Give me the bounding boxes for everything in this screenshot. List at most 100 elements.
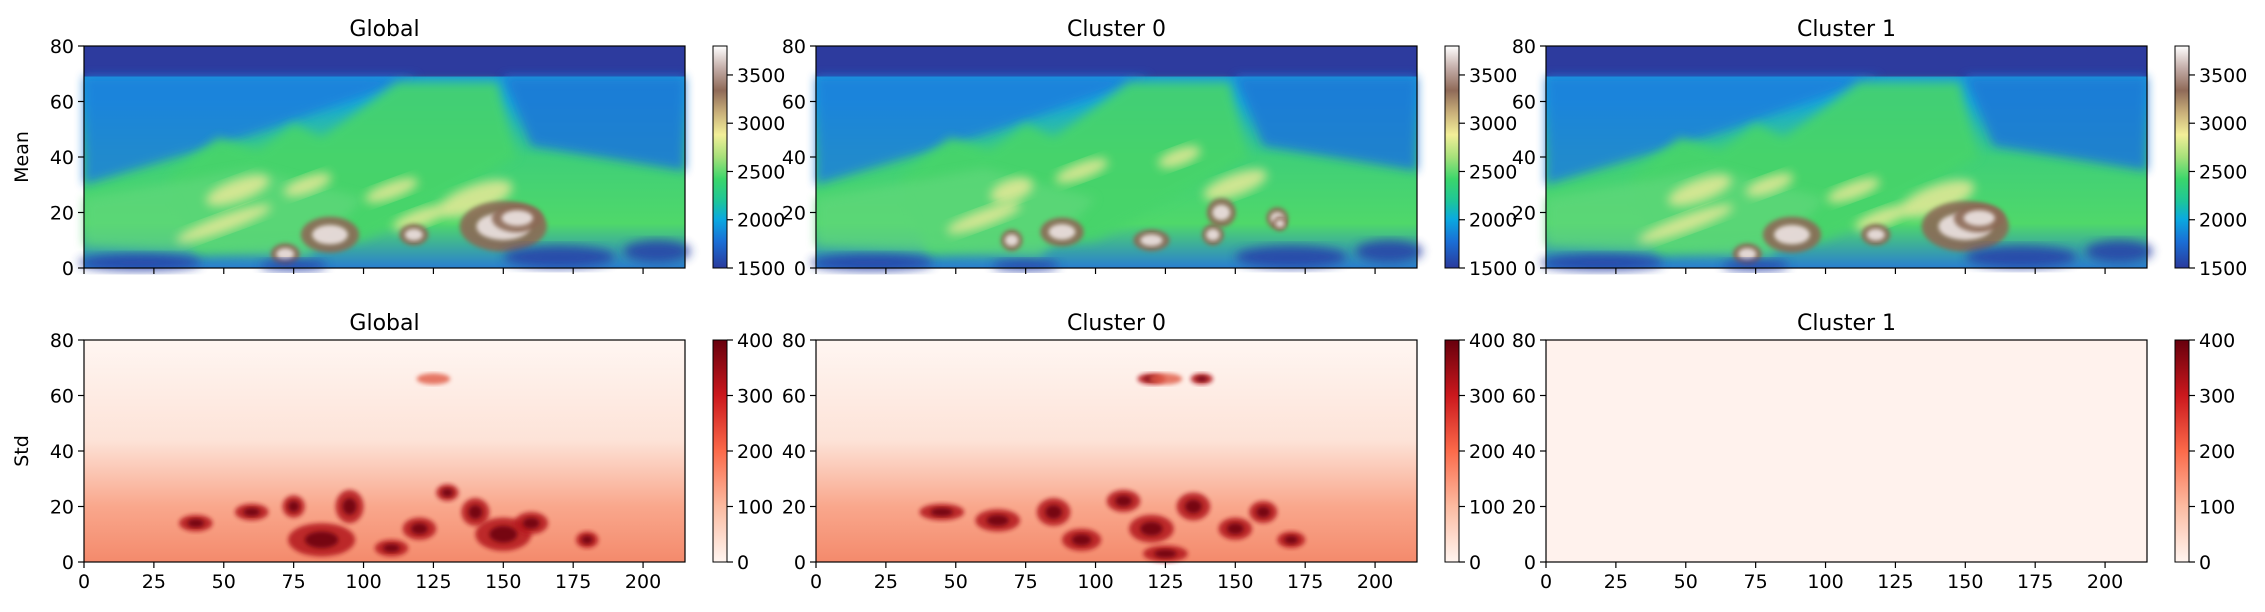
white-blob [1738,248,1757,260]
peak-std-spot [1226,523,1244,535]
colorbar-tick-label: 2500 [2199,161,2247,183]
x-tick-label: 125 [1147,571,1183,593]
panel-title: Global [349,311,419,336]
x-tick-label: 150 [485,571,521,593]
top-band [1546,46,2147,77]
colorbar-tick-label: 3500 [1469,65,1517,87]
x-tick-label: 0 [1540,571,1552,593]
y-tick-label: 0 [794,552,806,574]
y-tick-label: 80 [50,36,74,58]
dark-blue-patch [503,245,616,268]
yellow-streak [283,173,332,197]
x-tick-label: 100 [345,571,381,593]
yellow-streak [176,204,272,243]
white-blob [1275,219,1285,228]
y-tick-label: 20 [1512,203,1536,225]
blue-wedge-right [1235,76,1417,171]
colorbar-tick-label: 0 [1469,552,1481,574]
blue-wedge-right [503,76,685,171]
field-background [1546,340,2147,562]
peak-std-spot [1140,521,1163,536]
yellow-streak [1158,146,1201,168]
dark-blue-patch [78,254,202,271]
blue-wedge [84,76,420,185]
panel-3: Global 0 20 40 60 80 0 25 50 75 100 125 150 175 200 Std… [11,311,773,593]
colorbar-tick-label: 3500 [2199,65,2247,87]
x-tick-label: 150 [1947,571,1983,593]
yellow-streak [393,205,446,231]
colorbar-tick-label: 0 [2199,552,2211,574]
yellow-streak [205,174,270,206]
panel-0: Global 0 20 40 60 80 Mean 1500 2000 2500 3000 3500 [11,17,785,280]
x-tick-label: 125 [1877,571,1913,593]
y-tick-label: 60 [782,92,806,114]
colorbar-tick-label: 1500 [2199,258,2247,280]
peak-std-spot [411,523,428,535]
x-tick-label: 125 [415,571,451,593]
colorbar-tick-label: 200 [737,441,773,463]
peak-std-spot [441,488,453,497]
peak-std-spot [1071,534,1092,546]
colorbar [712,45,728,269]
colorbar-tick-label: 3500 [737,65,785,87]
x-tick-label: 150 [1217,571,1253,593]
peak-std-spot [522,517,540,529]
peak-std-spot [1045,505,1062,519]
y-tick-label: 40 [1512,441,1536,463]
y-tick-label: 60 [1512,92,1536,114]
peak-std-spot [1184,499,1202,514]
colorbar-tick-label: 400 [2199,330,2235,352]
colorbar-tick-label: 0 [737,552,749,574]
white-blob [1866,228,1885,241]
peak-std-spot [288,500,300,513]
y-tick-label: 0 [1524,258,1536,280]
peak-std-spot [930,507,953,517]
y-tick-label: 60 [50,386,74,408]
peak-std-spot [383,543,400,553]
y-tick-label: 80 [782,330,806,352]
x-tick-label: 200 [1357,571,1393,593]
white-blob [1140,234,1163,247]
x-tick-label: 75 [282,571,306,593]
dark-blue-patch [1235,245,1348,268]
blue-wedge [816,76,1152,185]
colorbar-tick-label: 2000 [1469,210,1517,232]
y-tick-label: 80 [782,36,806,58]
x-tick-label: 25 [142,571,166,593]
panel-1: Cluster 0 0 20 40 60 80 1500 2000 2500 3000 3500 [782,17,1518,280]
colorbar-tick-label: 400 [1469,330,1505,352]
panel-4: Cluster 0 0 20 40 60 80 0 25 50 75 100 125 150 175 200… [782,311,1505,593]
x-tick-label: 50 [212,571,236,593]
colorbar [712,339,728,563]
panel-2: Cluster 1 0 20 40 60 80 1500 2000 2500 3000 3500 [1512,17,2248,280]
peak-std-spot [1154,549,1177,558]
colorbar-tick-label: 2500 [1469,161,1517,183]
white-blob [1004,234,1019,247]
peak-std-spot [187,518,205,528]
x-tick-label: 200 [2087,571,2123,593]
white-blob [501,210,533,226]
colorbar-tick-label: 2500 [737,161,785,183]
colorbar-tick-label: 200 [2199,441,2235,463]
y-tick-label: 40 [782,147,806,169]
top-band [84,46,685,77]
yellow-streak [1900,179,1975,218]
x-tick-label: 175 [555,571,591,593]
colorbar-tick-label: 2000 [2199,210,2247,232]
y-tick-label: 0 [1524,552,1536,574]
y-axis-label: Std [11,435,33,467]
x-tick-label: 100 [1807,571,1843,593]
x-tick-label: 100 [1077,571,1113,593]
colorbar-tick-label: 100 [737,497,773,519]
white-blob [1206,228,1220,241]
colorbar-tick-label: 3000 [1469,113,1517,135]
peak-std-spot [1256,506,1271,518]
yellow-streak [990,177,1034,204]
yellow-streak [1667,174,1732,206]
blue-wedge-right [1965,76,2147,171]
dark-blue-patch [1355,240,1423,263]
yellow-streak [946,202,1021,234]
x-tick-label: 75 [1014,571,1038,593]
y-tick-label: 0 [794,258,806,280]
